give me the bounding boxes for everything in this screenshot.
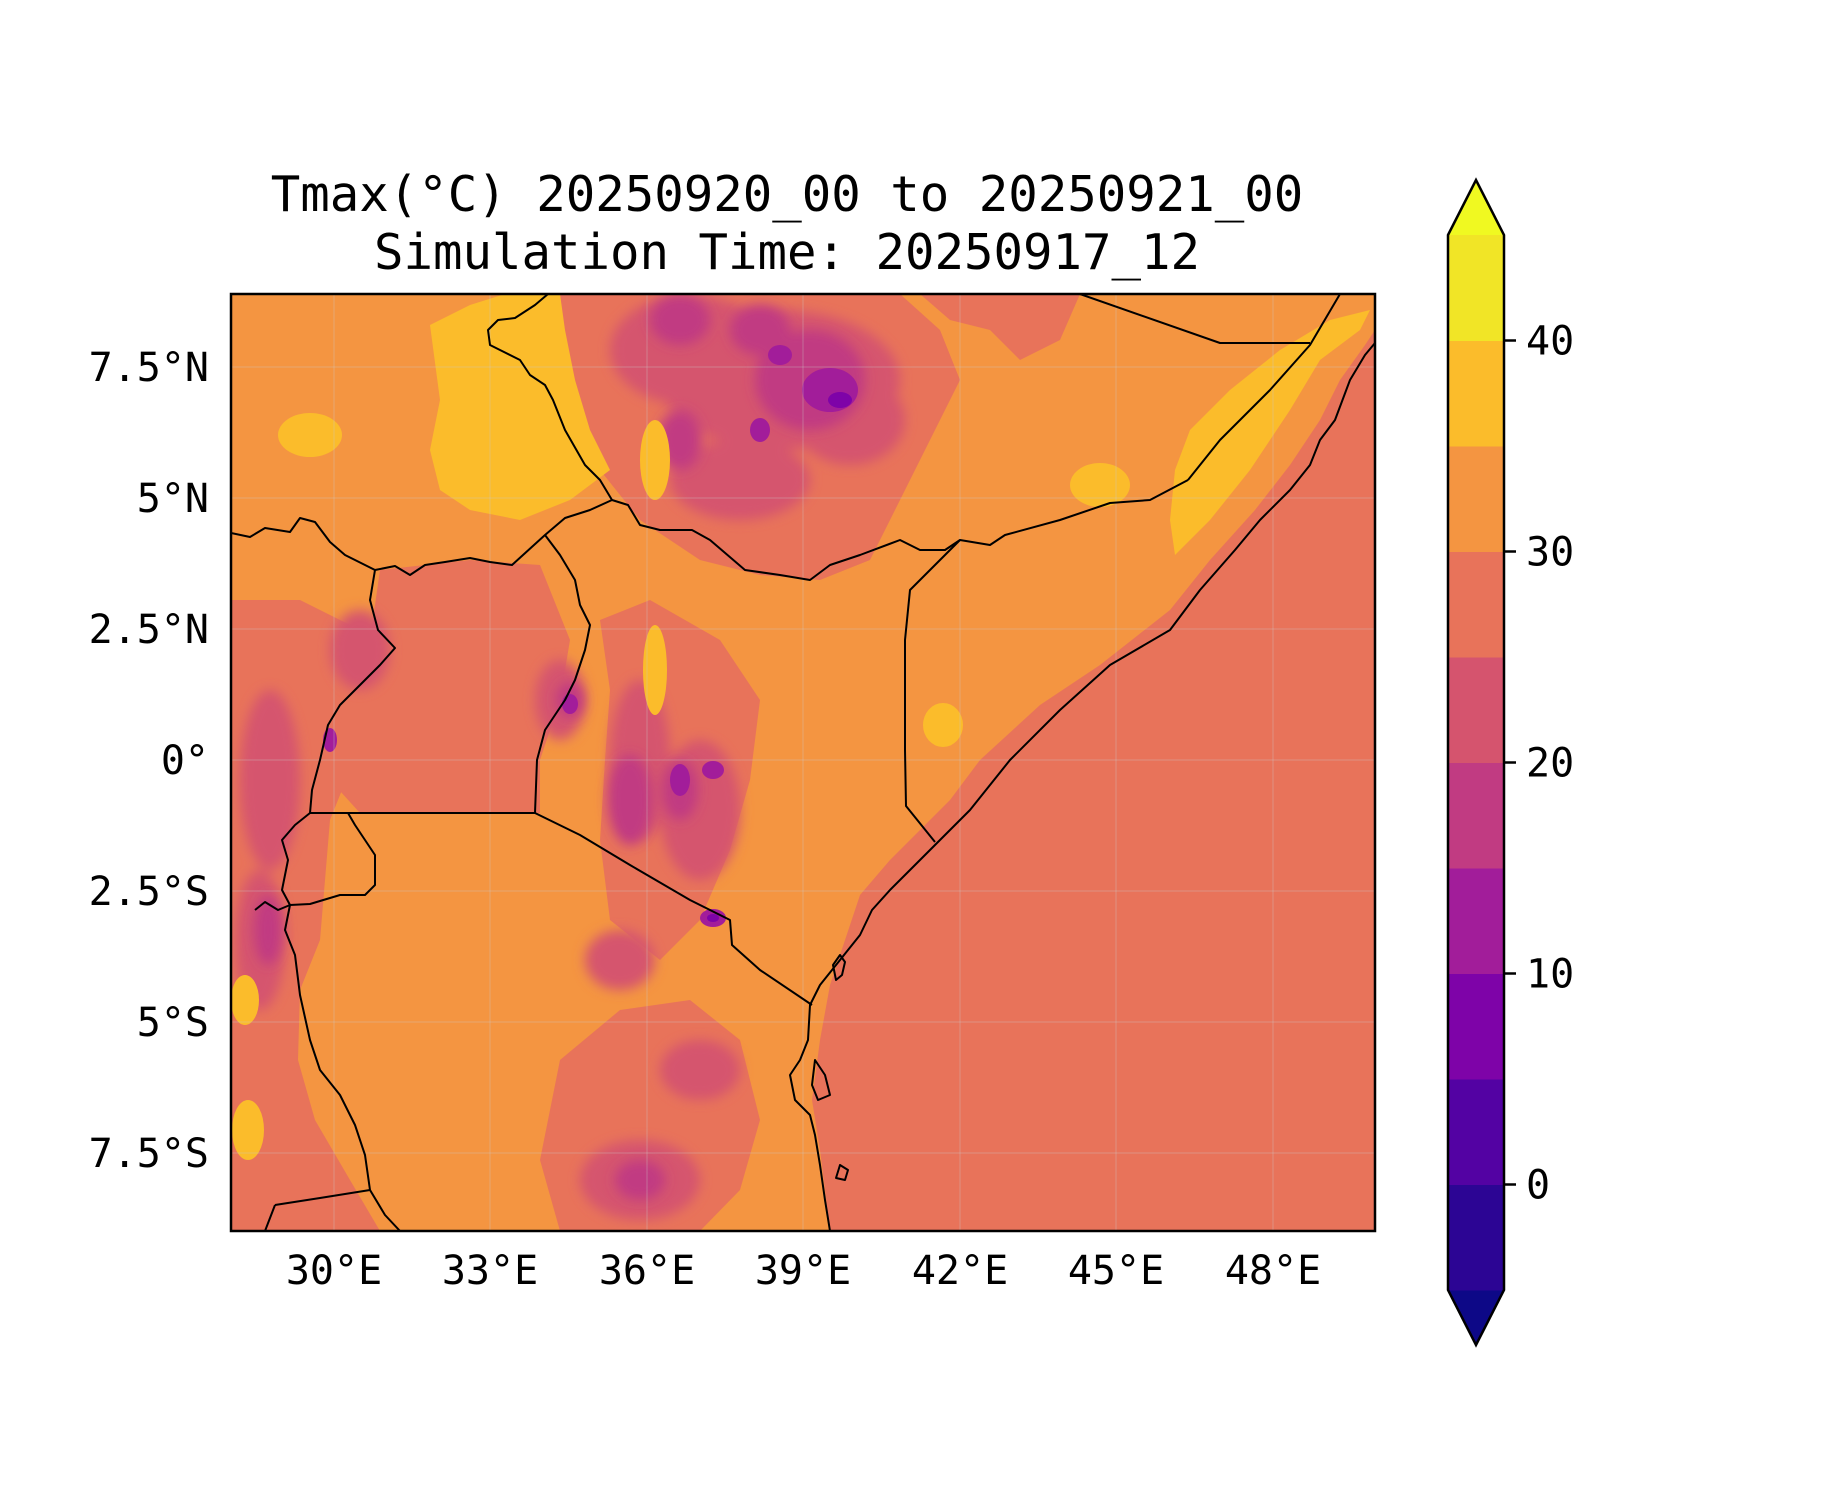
map-panel bbox=[231, 294, 1375, 1231]
rift-warm-spot bbox=[643, 625, 667, 715]
colorbar-segment bbox=[1448, 973, 1504, 1080]
south-sudan-warm-area bbox=[430, 294, 610, 520]
land-30-35-region bbox=[231, 294, 1375, 1231]
lon-tick-label: 48°E bbox=[1225, 1248, 1321, 1294]
uganda-cool-band bbox=[330, 560, 570, 813]
map-gridlines bbox=[231, 294, 1375, 1231]
colorbar-tick-label: 10 bbox=[1526, 952, 1574, 998]
lat-tick-label: 7.5°N bbox=[89, 345, 209, 391]
lat-tick-label: 0° bbox=[161, 738, 209, 784]
lat-tick-label: 5°N bbox=[137, 476, 209, 522]
lat-tick-labels: 7.5°N 5°N 2.5°N 0° 2.5°S 5°S 7.5°S bbox=[89, 345, 209, 1177]
colorbar-tick-label: 40 bbox=[1526, 319, 1574, 365]
map-frame bbox=[229, 292, 1377, 1233]
colorbar-segment bbox=[1448, 762, 1504, 869]
colorbar-outline bbox=[1446, 177, 1506, 1348]
colorbar-tick-label: 30 bbox=[1526, 530, 1574, 576]
west-edge-warm-spot bbox=[231, 975, 259, 1025]
lon-tick-label: 36°E bbox=[599, 1248, 695, 1294]
lon-tick-label: 30°E bbox=[286, 1248, 382, 1294]
colorbar-segment bbox=[1448, 551, 1504, 658]
kenya-east-warm-spot bbox=[923, 703, 963, 747]
lat-tick-label: 2.5°N bbox=[89, 607, 209, 653]
lat-tick-label: 2.5°S bbox=[89, 869, 209, 915]
lat-tick-label: 5°S bbox=[137, 1000, 209, 1046]
colorbar-segment bbox=[1448, 446, 1504, 552]
lat-tick-label: 7.5°S bbox=[89, 1131, 209, 1177]
colorbar-tick-label: 20 bbox=[1526, 741, 1574, 787]
colorbar-segment bbox=[1448, 1184, 1504, 1291]
southwest-warm-spot bbox=[232, 1100, 264, 1160]
colorbar-segment bbox=[1448, 657, 1504, 763]
country-borders bbox=[231, 294, 1375, 1231]
colorbar-segment bbox=[1448, 340, 1504, 447]
lon-tick-labels: 30°E 33°E 36°E 39°E 42°E 45°E 48°E bbox=[286, 1248, 1321, 1294]
colorbar bbox=[1446, 177, 1516, 1348]
turkana-warm-spot bbox=[640, 420, 670, 500]
west-warm-spot bbox=[278, 413, 342, 457]
colorbar-segment bbox=[1448, 868, 1504, 974]
cool-5-10-cores bbox=[707, 392, 852, 922]
map-title-line2: Simulation Time: 20250917_12 bbox=[374, 224, 1200, 281]
colorbar-segment bbox=[1448, 1079, 1504, 1185]
lon-tick-label: 33°E bbox=[442, 1248, 538, 1294]
map-title-line1: Tmax(°C) 20250920_00 to 20250921_00 bbox=[271, 166, 1304, 223]
horn-coast-cool-band bbox=[920, 294, 1080, 360]
colorbar-tick-label: 0 bbox=[1526, 1163, 1550, 1209]
lon-tick-label: 42°E bbox=[912, 1248, 1008, 1294]
lon-tick-label: 45°E bbox=[1068, 1248, 1164, 1294]
colorbar-over-extension bbox=[1448, 180, 1504, 235]
warm-35-40-areas bbox=[231, 294, 1370, 1160]
colorbar-under-extension bbox=[1448, 1290, 1504, 1345]
somalia-north-warm-spot bbox=[1070, 463, 1130, 507]
colorbar-segment bbox=[1448, 235, 1504, 341]
somalia-coast-warm-area bbox=[1170, 310, 1370, 555]
lon-tick-label: 39°E bbox=[755, 1248, 851, 1294]
colorbar-ticks: 0 10 20 30 40 bbox=[1526, 319, 1574, 1209]
